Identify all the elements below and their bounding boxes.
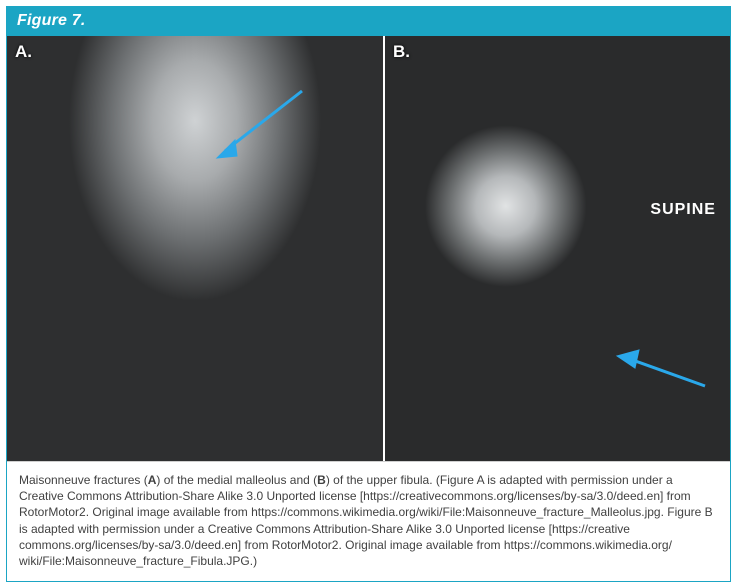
figure-header: Figure 7. bbox=[7, 7, 730, 36]
supine-label: SUPINE bbox=[650, 201, 716, 219]
panel-b-label: B. bbox=[393, 42, 410, 62]
figure-container: Figure 7. A. B. SUPINE Maisonneuve fract… bbox=[6, 6, 731, 582]
figure-caption: Maisonneuve fractures (A) of the medial … bbox=[7, 461, 730, 581]
figure-panels: A. B. SUPINE bbox=[7, 36, 730, 461]
arrow-icon bbox=[385, 36, 730, 461]
arrow-icon bbox=[7, 36, 383, 461]
panel-b: B. SUPINE bbox=[383, 36, 730, 461]
panel-a: A. bbox=[7, 36, 383, 461]
panel-a-label: A. bbox=[15, 42, 32, 62]
